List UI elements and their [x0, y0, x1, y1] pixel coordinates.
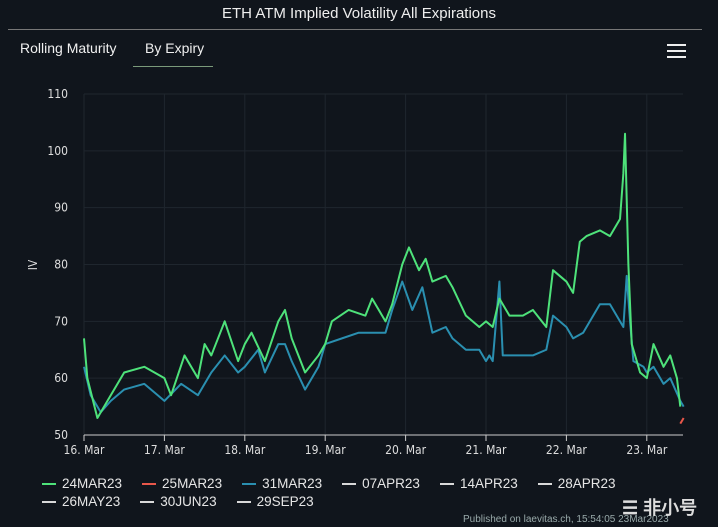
- x-tick-label: 21. Mar: [466, 443, 508, 457]
- legend-label: 14APR23: [459, 476, 518, 491]
- x-tick-label: 19. Mar: [305, 443, 347, 457]
- legend: 24MAR23 25MAR23 31MAR23 07APR23 14APR23 28APR…: [42, 476, 702, 512]
- tab-by-expiry[interactable]: By Expiry: [145, 40, 205, 56]
- x-tick-label: 22. Mar: [546, 443, 588, 457]
- y-tick-label: 60: [54, 371, 68, 385]
- y-tick-label: 100: [47, 144, 68, 158]
- legend-swatch: [42, 501, 56, 504]
- legend-swatch: [42, 483, 56, 486]
- legend-swatch: [342, 483, 357, 486]
- legend-swatch: [142, 483, 157, 486]
- y-axis-label: IV: [26, 259, 40, 270]
- legend-item-14apr23[interactable]: 14APR23: [439, 476, 518, 491]
- legend-label: 24MAR23: [62, 476, 123, 491]
- active-tab-indicator: [133, 66, 213, 67]
- y-tick-label: 50: [54, 428, 68, 442]
- x-tick-label: 23. Mar: [626, 443, 668, 457]
- series-line-31mar23: [83, 274, 685, 414]
- legend-item-30jun23[interactable]: 30JUN23: [140, 494, 217, 509]
- x-tick-label: 17. Mar: [144, 443, 186, 457]
- legend-item-07apr23[interactable]: 07APR23: [342, 476, 420, 491]
- legend-label: 29SEP23: [256, 494, 314, 509]
- watermark-logo: ☰ 非小号: [622, 498, 698, 518]
- legend-swatch: [439, 483, 454, 486]
- chart-title: ETH ATM Implied Volatility All Expiratio…: [222, 5, 496, 22]
- legend-item-24mar23[interactable]: 24MAR23: [42, 476, 122, 491]
- legend-item-31mar23[interactable]: 31MAR23: [242, 476, 322, 491]
- legend-label: 30JUN23: [160, 494, 217, 509]
- y-tick-label: 80: [54, 258, 68, 272]
- x-tick-label: 16. Mar: [64, 443, 106, 457]
- legend-item-28apr23[interactable]: 28APR23: [537, 476, 616, 491]
- hamburger-icon[interactable]: [667, 44, 686, 62]
- legend-swatch: [242, 483, 257, 486]
- legend-item-26may23[interactable]: 26MAY23: [42, 494, 120, 509]
- legend-label: 26MAY23: [62, 494, 121, 509]
- x-tick-label: 18. Mar: [224, 443, 266, 457]
- tab-rolling-maturity[interactable]: Rolling Maturity: [20, 40, 117, 56]
- legend-label: 07APR23: [362, 476, 420, 491]
- credit-text: Published on laevitas.ch, 15:54:05 23Mar…: [463, 514, 669, 525]
- legend-swatch: [140, 501, 155, 504]
- y-tick-label: 90: [54, 201, 68, 215]
- chart-plot: 50 60 70 80 90 100 110 16. Mar 17. Mar 18. Mar 19.…: [26, 87, 685, 457]
- y-tick-label: 70: [54, 314, 68, 328]
- legend-label: 31MAR23: [262, 476, 323, 491]
- legend-item-25mar23[interactable]: 25MAR23: [142, 476, 222, 491]
- legend-label: 28APR23: [557, 476, 616, 491]
- series-line-25mar23: [679, 417, 685, 425]
- title-divider: [8, 29, 702, 30]
- legend-label: 25MAR23: [162, 476, 223, 491]
- legend-swatch: [236, 501, 251, 504]
- y-tick-label: 110: [47, 87, 68, 101]
- series-line-24mar23: [83, 132, 682, 419]
- legend-item-29sep23[interactable]: 29SEP23: [236, 494, 314, 509]
- x-tick-label: 20. Mar: [385, 443, 427, 457]
- legend-swatch: [537, 483, 552, 486]
